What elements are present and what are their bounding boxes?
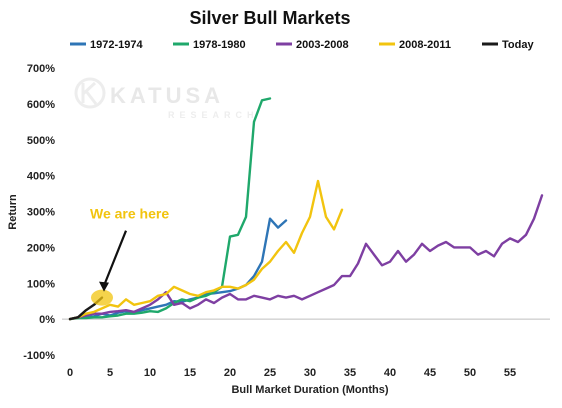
y-tick-label: 600% [27,99,55,111]
y-tick-label: 700% [27,63,55,75]
y-tick-label: 500% [27,135,55,147]
svg-text:RESEARCH: RESEARCH [168,110,259,120]
x-axis-label: Bull Market Duration (Months) [231,384,388,396]
legend-label: 1978-1980 [193,39,246,51]
legend-label: 2008-2011 [399,39,451,51]
y-tick-label: 400% [27,171,55,183]
x-tick-label: 5 [107,367,113,379]
chart-title: Silver Bull Markets [189,8,350,28]
x-tick-label: 0 [67,367,73,379]
we-are-here-label: We are here [90,206,169,222]
y-tick-label: -100% [23,350,55,362]
x-tick-label: 30 [304,367,316,379]
x-tick-label: 50 [464,367,476,379]
series-line-2003-2008 [68,194,544,321]
x-tick-label: 15 [184,367,196,379]
annotation: We are here [90,206,169,306]
arrow-head [99,281,109,292]
legend-label: 1972-1974 [90,39,143,51]
legend-label: Today [502,39,534,51]
y-axis-label: Return [7,194,19,230]
legend: 1972-1974 1978-1980 2003-2008 2008-2011 Toda… [70,39,534,51]
legend-label: 2003-2008 [296,39,349,51]
x-tick-label: 40 [384,367,396,379]
y-tick-label: 0% [39,314,55,326]
series-line-1978-1980 [68,97,272,321]
x-tick-label: 55 [504,367,516,379]
x-tick-label: 35 [344,367,356,379]
y-tick-label: 200% [27,242,55,254]
x-tick-label: 20 [224,367,236,379]
axes: -100% 0% 100% 200% 300% 400% 500% 600% 700% 0 5 10 1… [23,63,550,379]
x-tick-label: 10 [144,367,156,379]
y-tick-label: 300% [27,207,55,219]
pointer-arrow [102,230,128,287]
katusa-logo-watermark: KATUSA RESEARCH [74,77,259,120]
y-tick-label: 100% [27,278,55,290]
series-line-2008-2011 [68,179,344,321]
svg-text:KATUSA: KATUSA [110,83,224,108]
x-tick-label: 45 [424,367,436,379]
x-tick-label: 25 [264,367,276,379]
series-lines [68,97,544,321]
here-marker [91,289,113,306]
